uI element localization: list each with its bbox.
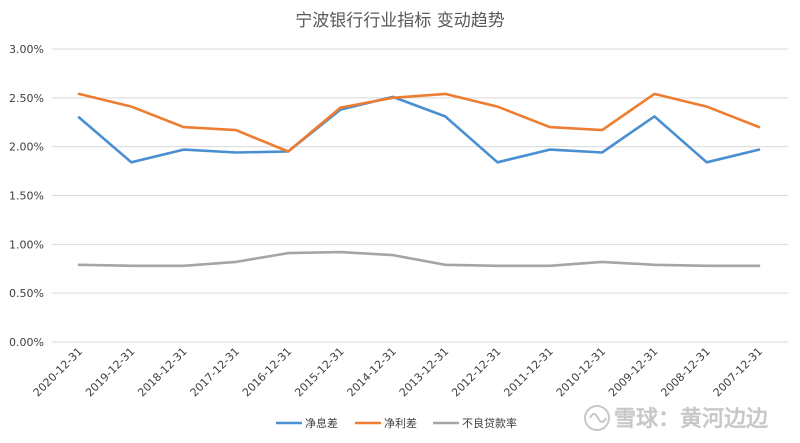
x-tick-label: 2015-12-31: [292, 345, 346, 399]
legend-label: 净利差: [384, 416, 417, 430]
watermark-text: 雪球：黄河边边: [614, 407, 769, 432]
series-line: [77, 250, 761, 268]
x-tick-label: 2017-12-31: [188, 345, 242, 399]
y-tick-label: 0.50%: [9, 287, 44, 300]
x-tick-label: 2012-12-31: [449, 345, 503, 399]
chart-title: 宁波银行行业指标 变动趋势: [295, 11, 504, 31]
legend-label: 不良贷款率: [462, 416, 517, 430]
x-tick-label: 2009-12-31: [606, 345, 660, 399]
y-tick-label: 2.00%: [9, 141, 44, 154]
y-tick-label: 3.00%: [9, 43, 44, 56]
series-line: [77, 95, 761, 164]
snowball-logo-icon: [584, 405, 610, 431]
y-tick-label: 1.50%: [9, 190, 44, 203]
legend-label: 净息差: [305, 416, 338, 430]
x-tick-label: 2014-12-31: [345, 345, 399, 399]
y-tick-label: 0.00%: [9, 336, 44, 349]
legend: 净息差 净利差 不良贷款率: [276, 416, 517, 430]
x-tick-label: 2016-12-31: [240, 345, 294, 399]
y-axis-ticks: 0.00% 0.50% 1.00% 1.50% 2.00% 2.50% 3.00%: [9, 43, 44, 349]
x-tick-label: 2011-12-31: [501, 345, 555, 399]
watermark: 雪球：黄河边边: [584, 405, 769, 432]
y-tick-label: 1.00%: [9, 238, 44, 251]
x-tick-label: 2019-12-31: [83, 345, 137, 399]
x-tick-label: 2020-12-31: [31, 345, 85, 399]
y-tick-label: 2.50%: [9, 92, 44, 105]
grid-lines: [52, 48, 788, 343]
series-line: [77, 92, 761, 153]
x-tick-label: 2008-12-31: [658, 345, 712, 399]
x-tick-label: 2013-12-31: [397, 345, 451, 399]
x-tick-label: 2007-12-31: [711, 345, 765, 399]
series-group: [77, 92, 761, 268]
x-tick-label: 2010-12-31: [554, 345, 608, 399]
x-axis-ticks: 2020-12-312019-12-312018-12-312017-12-31…: [31, 345, 765, 399]
x-tick-label: 2018-12-31: [135, 345, 189, 399]
